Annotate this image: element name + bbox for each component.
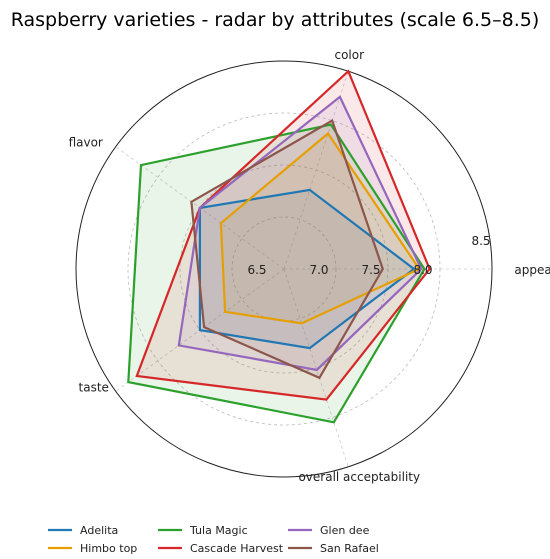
series-line [198,188,416,350]
radar-labels: 6.5 7.0 7.5 8.0 8.5 appearance color flavor tast… [69,48,550,484]
chart-legend: Adelita Himbo top Tula Magic Cascade Harves… [48,524,379,555]
legend-label: Cascade Harvest [190,542,284,555]
series-area [128,124,425,423]
axis-label: color [334,48,364,62]
series-line [190,118,385,380]
radar-outer-circle [75,60,493,478]
legend-label: San Rafael [320,542,379,555]
axis-label: flavor [69,136,103,150]
axis-label: appearance [514,263,550,277]
chart-title: Raspberry varieties - radar by attribute… [11,9,540,31]
radial-tick-label: 7.5 [361,263,380,277]
radial-tick-label: 6.5 [247,263,266,277]
legend-label: Adelita [80,524,118,537]
radar-series [127,69,431,424]
radial-tick-label: 8.5 [471,234,490,248]
radar-spoke [283,71,349,270]
series-line [127,123,426,424]
axis-label: taste [79,380,109,394]
radial-tick-label: 8.0 [413,263,432,277]
legend-label: Tula Magic [189,524,248,537]
series-area [178,96,422,370]
legend-label: Glen dee [320,524,370,537]
series-line [135,69,431,401]
radar-grid-circle [231,216,337,322]
legend-label: Himbo top [80,542,137,555]
radial-tick-label: 7.0 [309,263,328,277]
series-area [136,71,430,400]
axis-label: overall acceptability [298,470,420,484]
radar-spoke [283,268,349,467]
series-area [220,133,420,324]
